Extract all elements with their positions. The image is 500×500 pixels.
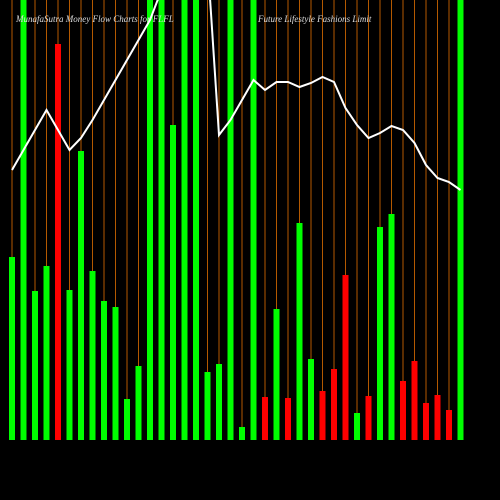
bar: [434, 395, 441, 440]
chart-title: MunafaSutra Money Flow Charts for FLFL: [15, 14, 174, 24]
bar: [147, 0, 153, 440]
bar: [423, 403, 429, 440]
bar: [170, 125, 176, 440]
bar: [354, 413, 360, 440]
bar: [446, 410, 452, 440]
bar: [66, 290, 73, 440]
plot: [9, 0, 464, 440]
bar: [239, 427, 245, 440]
bar: [296, 223, 303, 440]
bar: [158, 0, 165, 440]
bar: [388, 214, 395, 440]
bar: [181, 0, 188, 440]
bar: [55, 44, 61, 440]
bar: [124, 399, 130, 440]
bar: [331, 369, 337, 440]
bar: [457, 0, 464, 440]
bar: [43, 266, 50, 440]
bar: [216, 364, 222, 440]
bar: [262, 397, 268, 440]
bar: [273, 309, 280, 440]
bar: [204, 372, 211, 440]
bar: [377, 227, 383, 440]
bar: [285, 398, 291, 440]
line: [11, 0, 462, 191]
bar: [342, 275, 349, 440]
bar: [112, 307, 119, 440]
bar: [193, 0, 199, 440]
bar: [400, 381, 406, 440]
bar: [135, 366, 142, 440]
chart-subtitle: Future Lifestyle Fashions Limit: [257, 14, 372, 24]
bar: [20, 0, 27, 440]
bar: [101, 301, 107, 440]
bar: [308, 359, 314, 440]
bar: [365, 396, 372, 440]
bar: [411, 361, 418, 440]
bar: [78, 151, 84, 440]
bar: [9, 257, 15, 440]
bar: [89, 271, 96, 440]
bar: [227, 0, 234, 440]
bar: [250, 0, 257, 440]
bar: [32, 291, 38, 440]
bar: [319, 391, 326, 440]
